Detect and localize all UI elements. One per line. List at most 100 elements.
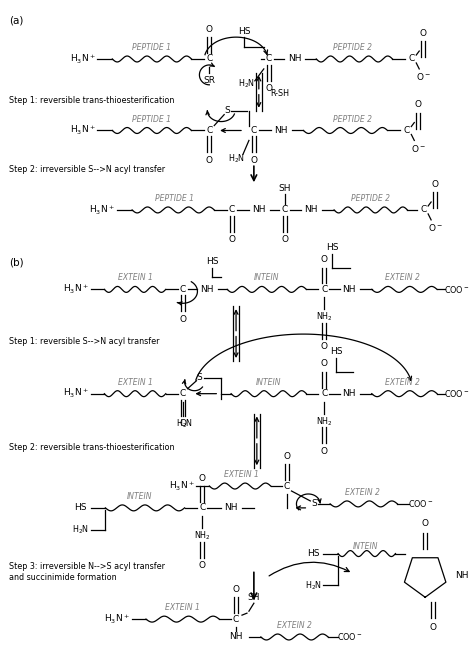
Text: EXTEIN 2: EXTEIN 2 [385, 378, 420, 387]
Text: C: C [251, 126, 257, 135]
Text: INTEIN: INTEIN [254, 273, 280, 283]
Text: INTEIN: INTEIN [256, 378, 282, 387]
Text: H$_2$N: H$_2$N [72, 524, 89, 536]
Text: (b): (b) [9, 257, 24, 268]
Text: HS: HS [238, 26, 250, 35]
Text: H$_3$N$^+$: H$_3$N$^+$ [169, 479, 194, 493]
Text: C: C [180, 285, 186, 294]
Text: C: C [283, 482, 290, 491]
Text: SR: SR [203, 76, 215, 85]
Text: C: C [420, 206, 426, 214]
Text: H$_2$N: H$_2$N [228, 152, 245, 164]
Text: NH: NH [224, 503, 238, 512]
Text: COO$^-$: COO$^-$ [444, 388, 470, 399]
Text: O: O [233, 585, 239, 594]
Text: C: C [229, 206, 235, 214]
Text: NH: NH [274, 126, 287, 135]
Text: O: O [419, 28, 427, 37]
Text: O: O [321, 342, 328, 352]
Text: O: O [228, 235, 236, 244]
Text: PEPTIDE 2: PEPTIDE 2 [333, 115, 373, 124]
Text: O: O [281, 235, 288, 244]
Text: O: O [179, 315, 186, 324]
Text: Step 1: reversible trans-thioesterification: Step 1: reversible trans-thioesterificat… [9, 95, 175, 104]
Text: HS: HS [307, 549, 319, 558]
Text: PEPTIDE 2: PEPTIDE 2 [351, 194, 390, 203]
Text: NH$_2$: NH$_2$ [194, 530, 211, 542]
Text: H$_3$N$^+$: H$_3$N$^+$ [70, 52, 95, 66]
Text: C: C [265, 54, 272, 63]
Text: PEPTIDE 1: PEPTIDE 1 [132, 43, 172, 52]
Text: O: O [206, 25, 213, 34]
Text: EXTEIN 1: EXTEIN 1 [165, 603, 200, 612]
Text: EXTEIN 1: EXTEIN 1 [118, 378, 153, 387]
Text: O: O [199, 561, 206, 570]
Text: O: O [206, 156, 213, 164]
Text: NH$_2$: NH$_2$ [316, 415, 333, 428]
Text: NH: NH [252, 206, 265, 214]
Text: COO$^-$: COO$^-$ [409, 499, 434, 510]
Text: NH: NH [342, 389, 356, 398]
Text: O: O [250, 156, 257, 164]
Text: O: O [321, 447, 328, 456]
Text: H$_2$N: H$_2$N [305, 579, 322, 591]
Text: H$_3$N$^+$: H$_3$N$^+$ [90, 203, 115, 217]
Text: S: S [197, 373, 202, 382]
Text: O: O [431, 179, 438, 188]
Text: PEPTIDE 1: PEPTIDE 1 [132, 115, 172, 124]
Text: and succinimide formation: and succinimide formation [9, 573, 117, 582]
Text: NH: NH [305, 206, 318, 214]
Text: Step 2: irreversible S-->N acyl transfer: Step 2: irreversible S-->N acyl transfer [9, 165, 165, 174]
Text: O: O [429, 622, 437, 631]
Text: C: C [233, 615, 239, 624]
Text: H$_2$N: H$_2$N [176, 417, 193, 430]
Text: S: S [311, 499, 317, 508]
Text: SH: SH [278, 184, 291, 193]
Text: Step 2: reversible trans-thioesterification: Step 2: reversible trans-thioesterificat… [9, 443, 175, 452]
Text: COO$^-$: COO$^-$ [444, 284, 470, 295]
Text: R-SH: R-SH [271, 89, 290, 98]
Text: NH: NH [455, 571, 468, 580]
Text: C: C [282, 206, 288, 214]
Text: O: O [199, 473, 206, 482]
Text: EXTEIN 2: EXTEIN 2 [277, 621, 312, 630]
Text: PEPTIDE 2: PEPTIDE 2 [333, 43, 373, 52]
Text: H$_3$N$^+$: H$_3$N$^+$ [104, 613, 130, 626]
Text: C: C [321, 285, 328, 294]
Text: PEPTIDE 1: PEPTIDE 1 [155, 194, 194, 203]
Text: EXTEIN 2: EXTEIN 2 [385, 273, 420, 283]
Text: O: O [283, 451, 290, 461]
Text: C: C [403, 126, 410, 135]
Text: O: O [265, 84, 272, 94]
Text: NH: NH [229, 633, 243, 642]
Text: HS: HS [206, 257, 219, 266]
Text: HS: HS [326, 243, 338, 252]
Text: HS: HS [74, 503, 87, 512]
Text: Step 3: irreversible N-->S acyl transfer: Step 3: irreversible N-->S acyl transfer [9, 562, 165, 571]
Text: NH: NH [201, 285, 214, 294]
Text: O: O [179, 419, 186, 428]
Text: C: C [199, 503, 206, 512]
Text: C: C [408, 54, 414, 63]
Text: S: S [224, 106, 230, 115]
Text: H$_3$N$^+$: H$_3$N$^+$ [63, 283, 89, 296]
Text: NH$_2$: NH$_2$ [316, 311, 333, 323]
Text: INTEIN: INTEIN [353, 542, 379, 551]
Text: EXTEIN 1: EXTEIN 1 [224, 470, 258, 479]
Text: O$^-$: O$^-$ [428, 223, 443, 233]
Text: H$_3$N$^+$: H$_3$N$^+$ [63, 387, 89, 401]
Text: COO$^-$: COO$^-$ [337, 631, 363, 642]
Text: C: C [206, 126, 212, 135]
Text: O: O [321, 359, 328, 368]
Text: NH: NH [342, 285, 356, 294]
Text: EXTEIN 2: EXTEIN 2 [346, 488, 380, 497]
Text: O: O [415, 100, 422, 109]
Text: INTEIN: INTEIN [127, 492, 153, 501]
Text: Step 1: reversible S-->N acyl transfer: Step 1: reversible S-->N acyl transfer [9, 337, 160, 346]
Text: O$^-$: O$^-$ [416, 72, 431, 83]
Text: H$_3$N$^+$: H$_3$N$^+$ [70, 124, 95, 137]
Text: O: O [321, 255, 328, 264]
Text: SH: SH [247, 593, 260, 602]
Text: EXTEIN 1: EXTEIN 1 [118, 273, 153, 283]
Text: C: C [180, 389, 186, 398]
